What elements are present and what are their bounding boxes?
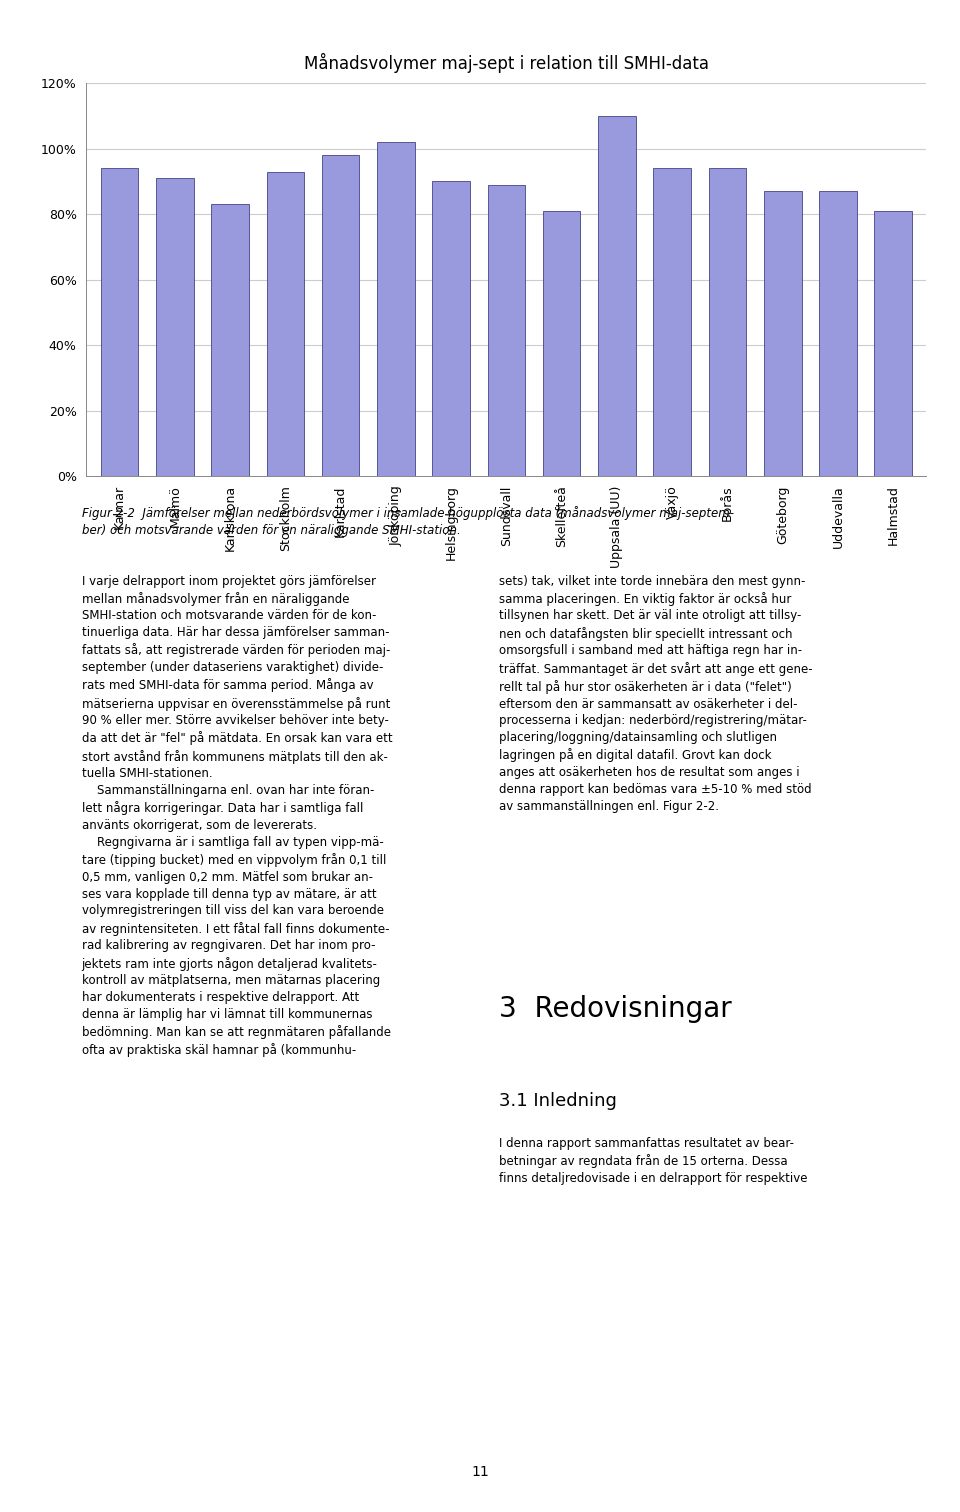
Text: I varje delrapport inom projektet görs jämförelser
mellan månadsvolymer från en : I varje delrapport inom projektet görs j… — [82, 575, 393, 1057]
Bar — [267, 171, 304, 476]
Bar — [819, 191, 856, 476]
Text: sets) tak, vilket inte torde innebära den mest gynn-
samma placeringen. En vikti: sets) tak, vilket inte torde innebära de… — [499, 575, 813, 812]
Text: I denna rapport sammanfattas resultatet av bear-
betningar av regndata från de 1: I denna rapport sammanfattas resultatet … — [499, 1137, 807, 1185]
Bar — [598, 116, 636, 476]
Bar — [764, 191, 802, 476]
Text: Figur 2-2  Jämförelser mellan nederbördsvolymer i insamlade högupplösta data (må: Figur 2-2 Jämförelser mellan nederbördsv… — [82, 507, 733, 537]
Title: Månadsvolymer maj-sept i relation till SMHI-data: Månadsvolymer maj-sept i relation till S… — [304, 53, 708, 73]
Bar — [654, 168, 691, 476]
Bar — [875, 212, 912, 476]
Bar — [432, 181, 470, 476]
Bar — [322, 156, 359, 476]
Text: 3  Redovisningar: 3 Redovisningar — [499, 995, 732, 1024]
Bar — [101, 168, 138, 476]
Text: 3.1 Inledning: 3.1 Inledning — [499, 1092, 617, 1110]
Bar — [488, 184, 525, 476]
Bar — [542, 212, 581, 476]
Bar — [211, 204, 249, 476]
Bar — [156, 178, 194, 476]
Bar — [377, 142, 415, 476]
Bar — [708, 168, 746, 476]
Text: 11: 11 — [471, 1465, 489, 1479]
